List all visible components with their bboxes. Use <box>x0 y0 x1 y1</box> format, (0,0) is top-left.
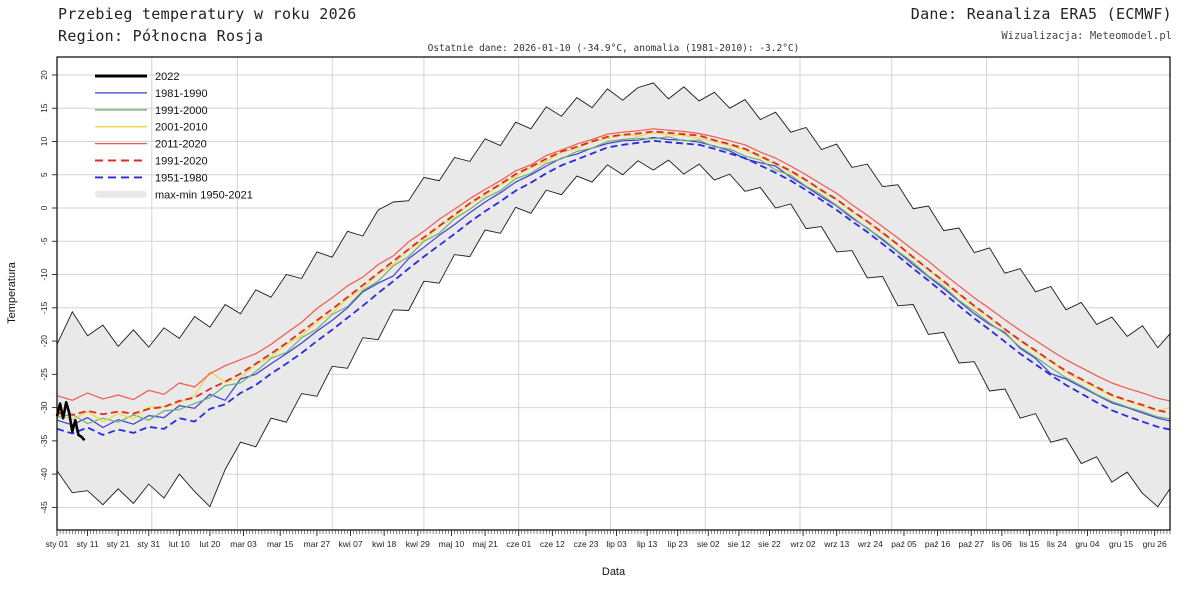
band-min-line <box>56 159 1171 508</box>
x-tick-label: lis 15 <box>1019 539 1039 549</box>
legend-label: max-min 1950-2021 <box>155 189 253 201</box>
x-tick-label: sty 21 <box>107 539 130 549</box>
y-tick-label: 5 <box>39 172 49 177</box>
series-2022 <box>55 400 86 442</box>
x-tick-label: wrz 13 <box>823 539 849 549</box>
x-tick-label: lut 10 <box>169 539 190 549</box>
x-tick-label: kwi 29 <box>406 539 430 549</box>
legend-label: 2011-2020 <box>155 139 207 151</box>
y-tick-label: -15 <box>39 301 49 314</box>
x-tick-label: lis 24 <box>1047 539 1067 549</box>
x-tick-label: mar 03 <box>230 539 257 549</box>
x-tick-label: kwi 18 <box>372 539 396 549</box>
axis-ticks <box>52 74 1171 536</box>
y-tick-labels: 20 15 10 5 0 -5 -10 -15 -20 -25 -30 -35 -40 -45 <box>39 70 49 514</box>
x-tick-label: paź 16 <box>925 539 951 549</box>
y-tick-label: 15 <box>39 103 49 113</box>
legend-label: 1991-2000 <box>155 105 208 117</box>
series-2011-2020 <box>56 128 1171 402</box>
legend-label: 1991-2020 <box>155 156 208 168</box>
band-max-line <box>56 82 1171 349</box>
x-tick-label: sty 31 <box>137 539 160 549</box>
x-tick-label: lip 13 <box>637 539 658 549</box>
y-tick-label: -10 <box>39 268 49 281</box>
page-region-subtitle: Region: Północna Rosja <box>58 27 264 45</box>
x-tick-label: mar 27 <box>304 539 331 549</box>
x-tick-label: lut 20 <box>199 539 220 549</box>
x-tick-label: lip 23 <box>668 539 689 549</box>
y-tick-label: -25 <box>39 368 49 381</box>
x-tick-label: cze 12 <box>540 539 565 549</box>
legend-band-swatch <box>95 190 147 198</box>
y-tick-label: -20 <box>39 335 49 348</box>
x-tick-label: mar 15 <box>267 539 294 549</box>
x-tick-label: lis 06 <box>992 539 1012 549</box>
x-tick-label: sty 11 <box>77 539 99 549</box>
y-tick-label: -5 <box>39 237 49 245</box>
x-tick-labels: sty 01 sty 11 sty 21 sty 31 lut 10 lut 20 mar … <box>46 539 1167 549</box>
x-tick-label: kwi 07 <box>338 539 362 549</box>
x-tick-label: paź 05 <box>891 539 917 549</box>
maxmin-band <box>56 82 1171 508</box>
x-tick-label: cze 01 <box>506 539 531 549</box>
legend-label: 2001-2010 <box>155 122 208 134</box>
y-tick-label: -35 <box>39 434 49 447</box>
x-tick-label: gru 15 <box>1109 539 1133 549</box>
x-tick-label: gru 04 <box>1075 539 1099 549</box>
x-tick-label: sty 01 <box>46 539 69 549</box>
x-tick-label: paź 27 <box>958 539 984 549</box>
x-tick-label: sie 02 <box>697 539 720 549</box>
y-tick-label: 20 <box>39 70 49 80</box>
legend: 2022 1981-1990 1991-2000 2001-2010 2011-2020… <box>95 71 253 201</box>
page-title: Przebieg temperatury w roku 2026 <box>58 5 357 23</box>
series-1951-1980 <box>56 139 1171 436</box>
series-1991-2020 <box>56 130 1171 416</box>
data-source-label: Dane: Reanaliza ERA5 (ECMWF) <box>910 5 1172 23</box>
visualization-credit: Wizualizacja: Meteomodel.pl <box>1001 30 1172 42</box>
legend-label: 1981-1990 <box>155 88 208 100</box>
x-tick-label: maj 10 <box>439 539 465 549</box>
x-tick-label: gru 26 <box>1143 539 1167 549</box>
series-lines <box>55 128 1171 442</box>
x-tick-label: wrz 02 <box>790 539 816 549</box>
band-fill <box>57 82 1170 507</box>
legend-label: 2022 <box>155 71 179 83</box>
y-tick-label: -45 <box>39 501 49 514</box>
x-tick-label: maj 21 <box>472 539 498 549</box>
y-tick-label: -40 <box>39 468 49 481</box>
x-tick-label: lip 03 <box>606 539 627 549</box>
series-1991-2000 <box>56 136 1171 425</box>
x-tick-label: sie 22 <box>758 539 781 549</box>
x-tick-label: sie 12 <box>728 539 751 549</box>
y-tick-label: 10 <box>39 137 49 147</box>
x-tick-label: wrz 24 <box>857 539 883 549</box>
series-1981-1990 <box>56 136 1171 429</box>
latest-data-subtitle: Ostatnie dane: 2026-01-10 (-34.9°C, anom… <box>427 43 800 54</box>
x-axis-title: Data <box>601 566 626 578</box>
y-tick-label: 0 <box>39 205 49 210</box>
legend-label: 1951-1980 <box>155 172 208 184</box>
x-tick-label: cze 23 <box>573 539 598 549</box>
y-tick-label: -30 <box>39 401 49 414</box>
